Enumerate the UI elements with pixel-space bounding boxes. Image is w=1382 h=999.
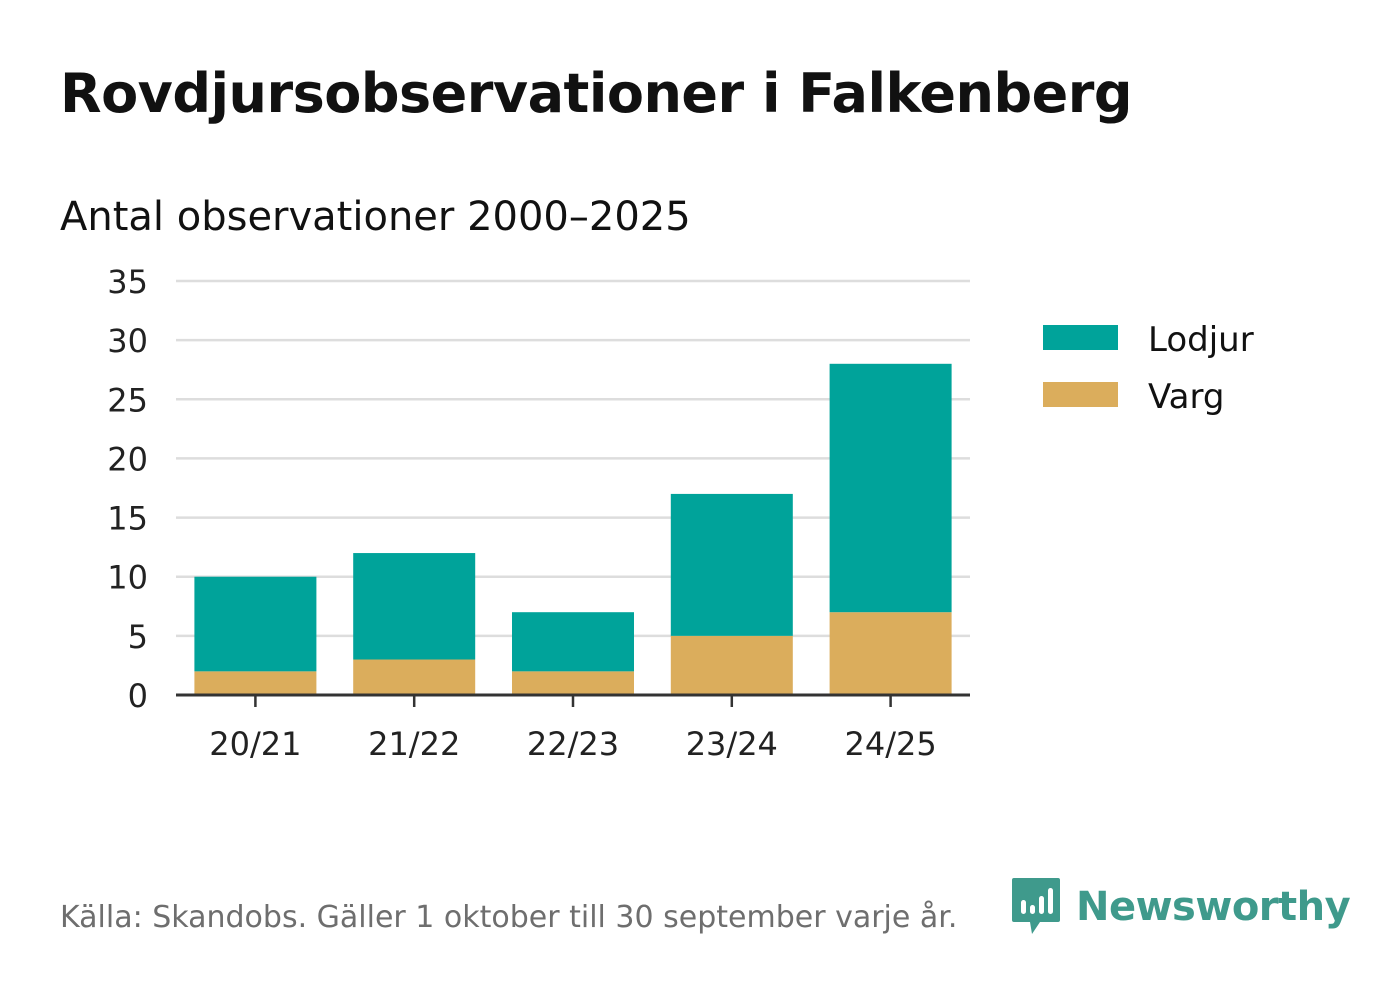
y-tick-label: 25 <box>107 381 148 419</box>
legend-label-varg: Varg <box>1148 377 1224 417</box>
bar-varg-20-21 <box>194 671 317 695</box>
x-tick-label: 24/25 <box>844 725 936 763</box>
bar-lodjur-20-21 <box>194 576 317 672</box>
y-tick-label: 35 <box>107 263 148 301</box>
y-tick-label: 0 <box>128 677 148 715</box>
bar-lodjur-24-25 <box>829 363 952 613</box>
y-tick-label: 5 <box>128 618 148 656</box>
chart-subtitle: Antal observationer 2000–2025 <box>60 194 691 240</box>
axes: 0 5 10 15 20 25 30 35 20/21 21/22 22/23 23/24 24/25 <box>107 263 970 763</box>
bar-varg-24-25 <box>829 612 952 695</box>
x-tick-label: 21/22 <box>368 725 460 763</box>
y-tick-label: 15 <box>107 500 148 538</box>
legend-swatch-lodjur <box>1043 325 1118 350</box>
bars <box>194 363 952 695</box>
legend-swatch-varg <box>1043 382 1118 407</box>
brand-name: Newsworthy <box>1076 884 1351 930</box>
legend: Lodjur Varg <box>1043 320 1254 417</box>
bar-lodjur-23-24 <box>670 493 793 636</box>
bar-lodjur-21-22 <box>353 553 476 660</box>
bar-varg-22-23 <box>512 671 634 695</box>
brand-logo: Newsworthy <box>1010 876 1351 938</box>
source-note: Källa: Skandobs. Gäller 1 oktober till 3… <box>60 900 958 935</box>
newsworthy-logo-icon <box>1012 878 1060 934</box>
y-tick-label: 30 <box>107 322 148 360</box>
y-tick-label: 20 <box>107 440 148 478</box>
chart-title: Rovdjursobservationer i Falkenberg <box>60 62 1133 125</box>
x-tick-label: 20/21 <box>209 725 301 763</box>
x-tick-label: 22/23 <box>527 725 619 763</box>
bar-varg-21-22 <box>353 659 476 695</box>
bar-lodjur-22-23 <box>512 612 634 672</box>
legend-label-lodjur: Lodjur <box>1148 320 1254 360</box>
y-tick-label: 10 <box>107 559 148 597</box>
x-tick-label: 23/24 <box>686 725 778 763</box>
bar-varg-23-24 <box>670 635 793 695</box>
